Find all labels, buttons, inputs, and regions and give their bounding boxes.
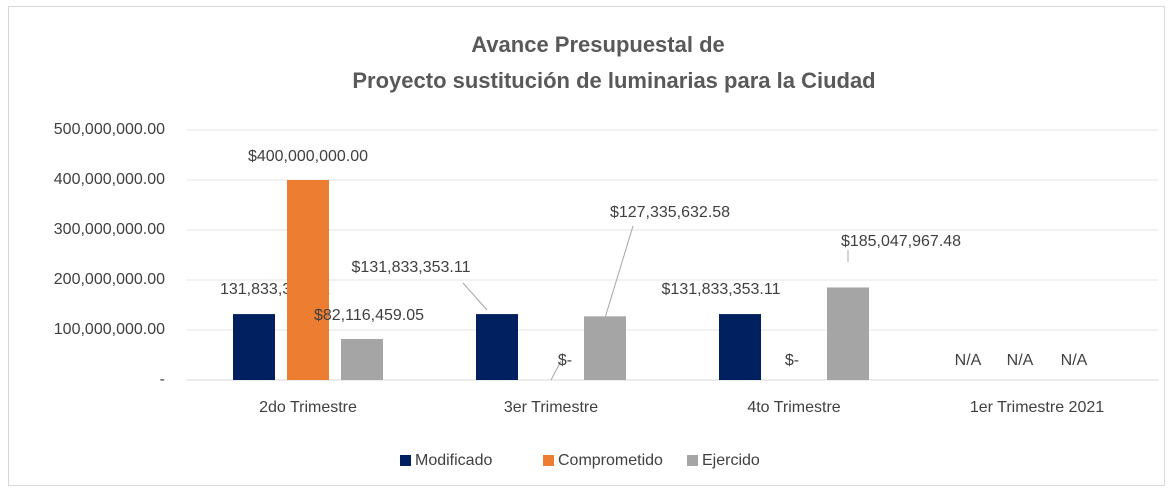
bar bbox=[233, 314, 275, 380]
leader-line bbox=[462, 282, 488, 311]
legend-label: Ejercido bbox=[702, 452, 760, 469]
bar bbox=[584, 316, 626, 380]
bar bbox=[719, 314, 761, 380]
bar bbox=[476, 314, 518, 380]
chart-title: Proyecto sustitución de luminarias para … bbox=[352, 68, 875, 93]
value-label: $185,047,967.48 bbox=[841, 233, 961, 250]
value-label: N/A bbox=[1007, 352, 1034, 369]
y-tick-label: 400,000,000.00 bbox=[54, 171, 165, 188]
legend-swatch bbox=[400, 455, 411, 466]
x-tick-label: 3er Trimestre bbox=[504, 399, 598, 416]
bar bbox=[341, 338, 383, 380]
chart-title: Avance Presupuestal de bbox=[471, 32, 725, 57]
value-label: N/A bbox=[955, 352, 982, 369]
y-tick-label: 500,000,000.00 bbox=[54, 121, 165, 138]
value-label: $131,833,353.11 bbox=[352, 259, 471, 276]
value-label: $82,116,459.05 bbox=[314, 307, 424, 324]
y-tick-label: 200,000,000.00 bbox=[54, 271, 165, 288]
chart-border bbox=[8, 6, 1165, 486]
leader-line bbox=[550, 360, 562, 381]
bar bbox=[827, 287, 869, 380]
y-tick-label: 300,000,000.00 bbox=[54, 221, 165, 238]
legend-swatch bbox=[687, 455, 698, 466]
y-tick-label: - bbox=[160, 371, 165, 388]
x-tick-label: 1er Trimestre 2021 bbox=[970, 399, 1104, 416]
value-label: N/A bbox=[1061, 352, 1088, 369]
leader-line bbox=[604, 225, 634, 319]
bar bbox=[287, 180, 329, 380]
x-tick-label: 2do Trimestre bbox=[259, 399, 357, 416]
y-tick-label: 100,000,000.00 bbox=[54, 321, 165, 338]
value-label: $127,335,632.58 bbox=[610, 204, 730, 221]
value-label: $- bbox=[558, 352, 572, 369]
value-label: $400,000,000.00 bbox=[248, 148, 368, 165]
legend-label: Comprometido bbox=[558, 452, 663, 469]
legend-swatch bbox=[543, 455, 554, 466]
value-label: $131,833,353.11 bbox=[662, 281, 781, 298]
x-tick-label: 4to Trimestre bbox=[747, 399, 840, 416]
legend-label: Modificado bbox=[415, 452, 492, 469]
value-label: $- bbox=[785, 352, 799, 369]
